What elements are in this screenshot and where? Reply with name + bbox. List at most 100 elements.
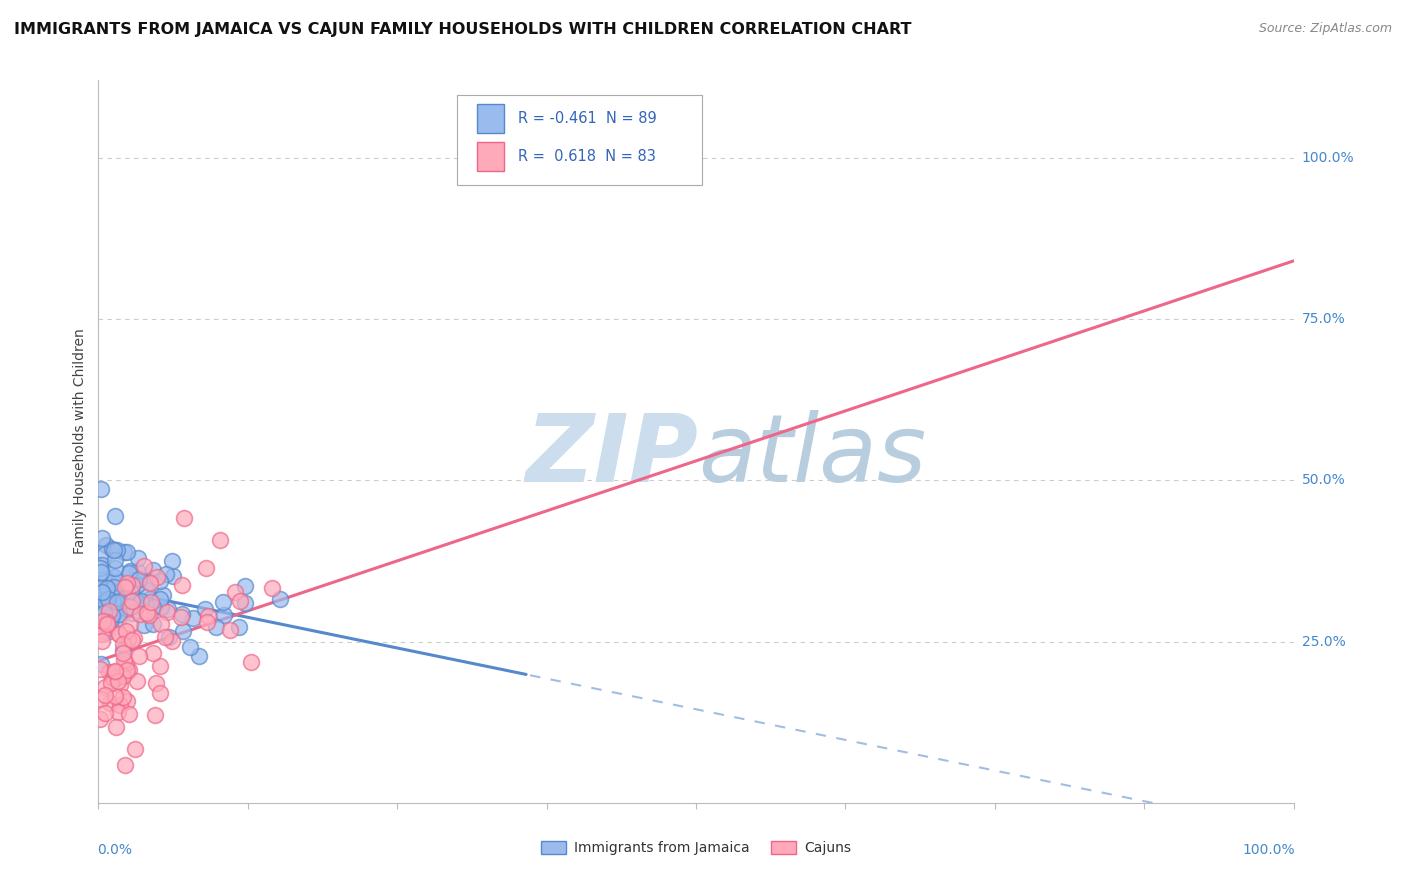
Point [135,583,157,598]
Point [108,698,131,712]
Point [117,575,139,590]
Point [181,611,204,625]
Y-axis label: Family Households with Children: Family Households with Children [73,328,87,555]
Point [179,640,201,655]
Point [170,578,193,592]
Point [98,696,121,710]
Point [142,617,165,632]
Point [100,675,122,690]
Point [97,592,120,607]
Point [103,580,125,594]
Point [103,672,125,686]
Point [103,543,125,558]
Point [156,602,179,616]
Point [89,662,111,676]
Point [128,648,150,663]
Point [187,648,209,663]
Point [149,600,172,615]
Point [139,595,162,609]
Point [96,597,118,611]
Point [90,585,112,599]
Point [97,665,120,679]
Point [90,483,112,497]
Point [125,599,148,614]
Point [117,707,139,722]
Legend: Immigrants from Jamaica, Cajuns: Immigrants from Jamaica, Cajuns [536,836,856,861]
Point [100,614,122,628]
Point [149,574,172,589]
Point [91,624,114,639]
Point [91,558,114,573]
Point [114,656,136,670]
Point [97,581,120,595]
Point [118,599,141,613]
Point [111,646,134,660]
Point [94,680,117,694]
Point [111,690,134,705]
Point [93,608,115,623]
Point [143,707,166,722]
Point [132,617,155,632]
Point [117,566,139,581]
FancyBboxPatch shape [457,95,702,185]
Point [114,666,136,681]
Point [228,620,250,634]
Point [104,665,127,679]
Point [91,614,114,628]
Point [105,543,128,558]
Point [239,656,262,670]
Point [156,605,179,619]
Point [146,570,169,584]
Point [149,592,172,607]
Point [139,576,162,591]
Point [269,591,291,606]
Point [111,643,134,657]
Point [214,607,236,622]
Point [112,545,135,559]
Point [89,561,111,575]
Point [90,627,112,641]
Point [90,565,112,579]
Point [94,595,117,609]
Point [107,673,129,688]
Point [195,615,218,629]
Point [127,550,149,565]
Point [125,595,148,609]
Point [229,594,252,608]
Point [170,607,193,621]
Point [107,614,129,628]
Point [129,594,152,608]
Point [121,578,143,592]
Point [173,511,195,525]
Point [138,607,160,622]
Point [121,606,143,620]
Point [142,600,165,615]
Point [118,663,141,677]
Point [172,624,194,638]
Point [142,563,165,577]
Point [195,561,218,575]
Text: 0.0%: 0.0% [97,843,132,856]
Point [129,607,152,621]
Point [94,571,117,585]
Point [111,591,134,605]
Text: 25.0%: 25.0% [1302,634,1346,648]
Point [105,720,128,734]
Point [108,626,131,640]
Point [204,620,226,634]
Point [118,599,141,614]
Point [170,610,193,624]
Point [108,626,131,640]
Point [89,621,111,635]
Point [117,632,139,647]
Point [224,584,246,599]
Point [108,607,131,622]
Point [96,624,118,639]
Point [107,705,129,719]
Point [90,633,112,648]
Point [93,547,115,561]
Point [141,646,163,660]
Point [101,575,124,590]
Point [122,632,145,646]
Point [162,569,184,583]
